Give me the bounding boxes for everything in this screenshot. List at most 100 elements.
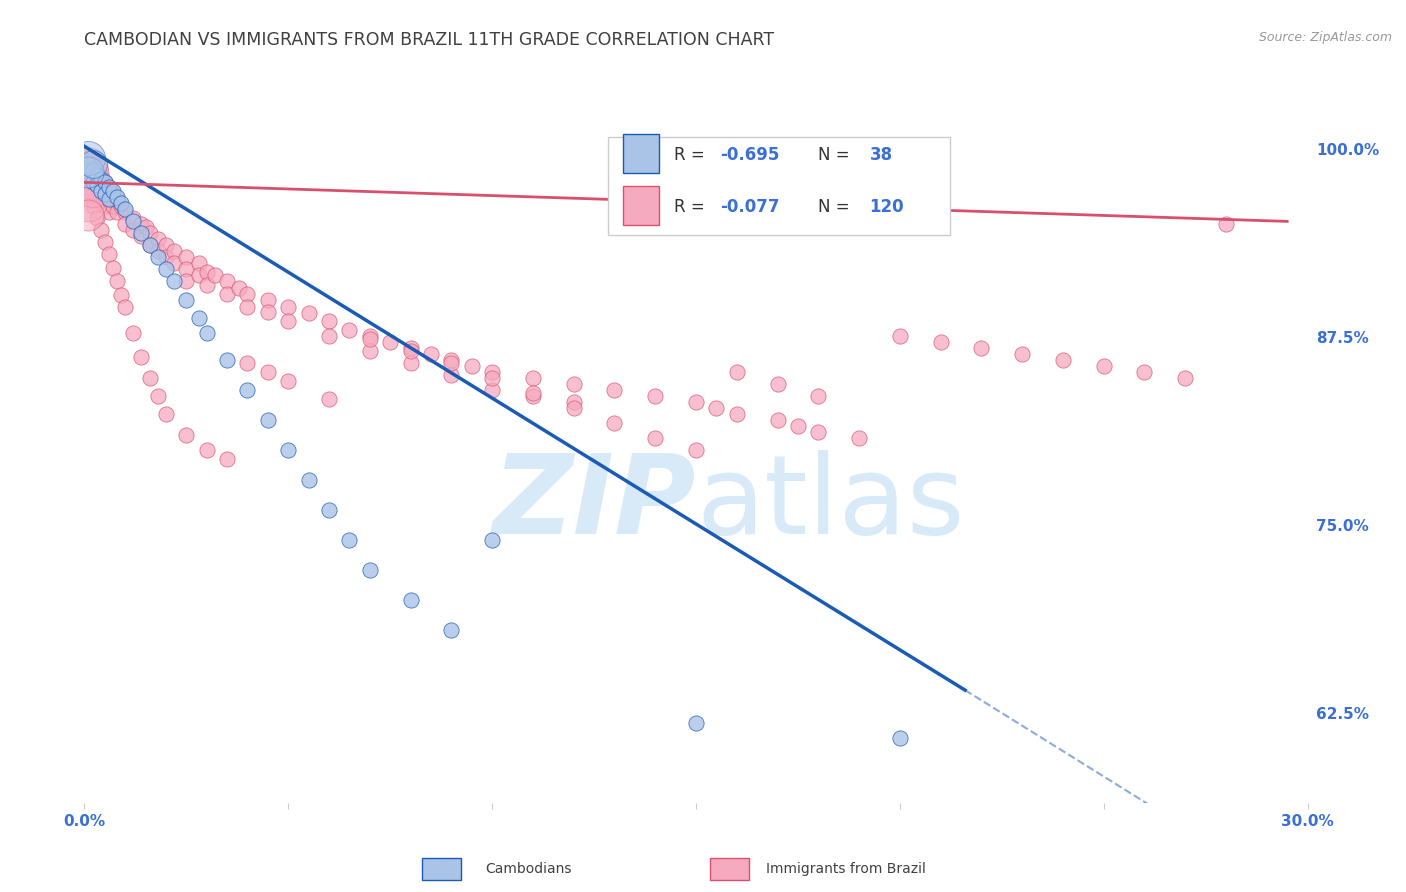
Point	[146, 389, 169, 403]
Point	[77, 151, 100, 165]
Point	[110, 288, 132, 302]
Point	[236, 356, 259, 370]
Point	[155, 407, 177, 421]
Text: R =: R =	[673, 146, 710, 164]
Point	[122, 223, 145, 237]
Point	[138, 370, 160, 384]
Point	[77, 196, 100, 211]
Point	[86, 163, 108, 178]
Point	[217, 451, 239, 466]
Point	[93, 175, 117, 189]
Point	[399, 593, 422, 607]
Point	[929, 334, 952, 349]
Point	[105, 194, 128, 208]
Point	[257, 365, 280, 379]
Point	[105, 190, 128, 204]
Point	[77, 161, 100, 175]
Point	[217, 275, 239, 289]
Point	[187, 310, 209, 325]
Point	[122, 326, 145, 340]
Point	[82, 175, 104, 189]
Point	[82, 166, 104, 180]
Point	[90, 223, 112, 237]
Point	[481, 383, 503, 397]
Point	[131, 229, 153, 244]
Point	[101, 199, 124, 213]
Point	[187, 268, 209, 283]
Point	[131, 227, 153, 241]
Point	[440, 623, 463, 637]
Point	[440, 356, 463, 370]
Text: Cambodians: Cambodians	[485, 862, 572, 876]
Point	[277, 442, 299, 457]
Point	[298, 473, 321, 487]
Point	[86, 168, 108, 182]
Point	[101, 185, 124, 199]
FancyBboxPatch shape	[623, 186, 659, 225]
Point	[277, 313, 299, 327]
Point	[105, 205, 128, 219]
Point	[685, 716, 707, 731]
Point	[122, 211, 145, 226]
Point	[90, 185, 112, 199]
Point	[163, 244, 186, 259]
Point	[114, 300, 136, 314]
Text: -0.077: -0.077	[720, 198, 780, 216]
Point	[90, 181, 112, 195]
Point	[1174, 370, 1197, 384]
Point	[82, 199, 104, 213]
Point	[146, 251, 169, 265]
Point	[97, 179, 120, 194]
Point	[399, 356, 422, 370]
Point	[176, 251, 198, 265]
Point	[257, 304, 280, 318]
Point	[318, 392, 340, 406]
Point	[603, 383, 626, 397]
Point	[807, 425, 830, 439]
Point	[562, 376, 585, 391]
Point	[236, 286, 259, 301]
Point	[155, 251, 177, 265]
Point	[93, 187, 117, 202]
Text: R =: R =	[673, 198, 710, 216]
Point	[787, 418, 810, 433]
Point	[163, 275, 186, 289]
Point	[97, 181, 120, 195]
Point	[889, 731, 911, 746]
Point	[155, 238, 177, 252]
Point	[77, 175, 100, 189]
FancyBboxPatch shape	[623, 134, 659, 173]
Point	[257, 413, 280, 427]
Point	[163, 256, 186, 270]
Point	[1215, 218, 1237, 232]
Point	[122, 214, 145, 228]
Point	[135, 220, 157, 235]
Text: Source: ZipAtlas.com: Source: ZipAtlas.com	[1258, 31, 1392, 45]
Point	[101, 260, 124, 275]
Point	[195, 442, 218, 457]
Point	[77, 165, 100, 179]
Point	[97, 194, 120, 208]
Point	[522, 370, 544, 384]
Point	[399, 343, 422, 358]
Point	[97, 205, 120, 219]
Point	[138, 227, 160, 241]
Point	[725, 365, 748, 379]
Point	[187, 256, 209, 270]
Point	[146, 244, 169, 259]
Point	[77, 187, 100, 202]
Point	[93, 199, 117, 213]
Point	[138, 238, 160, 252]
Point	[1133, 365, 1156, 379]
Point	[97, 247, 120, 261]
Point	[318, 313, 340, 327]
Point	[298, 306, 321, 320]
Point	[228, 280, 250, 294]
Point	[204, 268, 226, 283]
Point	[706, 401, 728, 415]
Point	[1052, 352, 1074, 367]
Point	[318, 328, 340, 343]
Point	[77, 208, 100, 222]
Point	[90, 194, 112, 208]
Point	[236, 300, 259, 314]
